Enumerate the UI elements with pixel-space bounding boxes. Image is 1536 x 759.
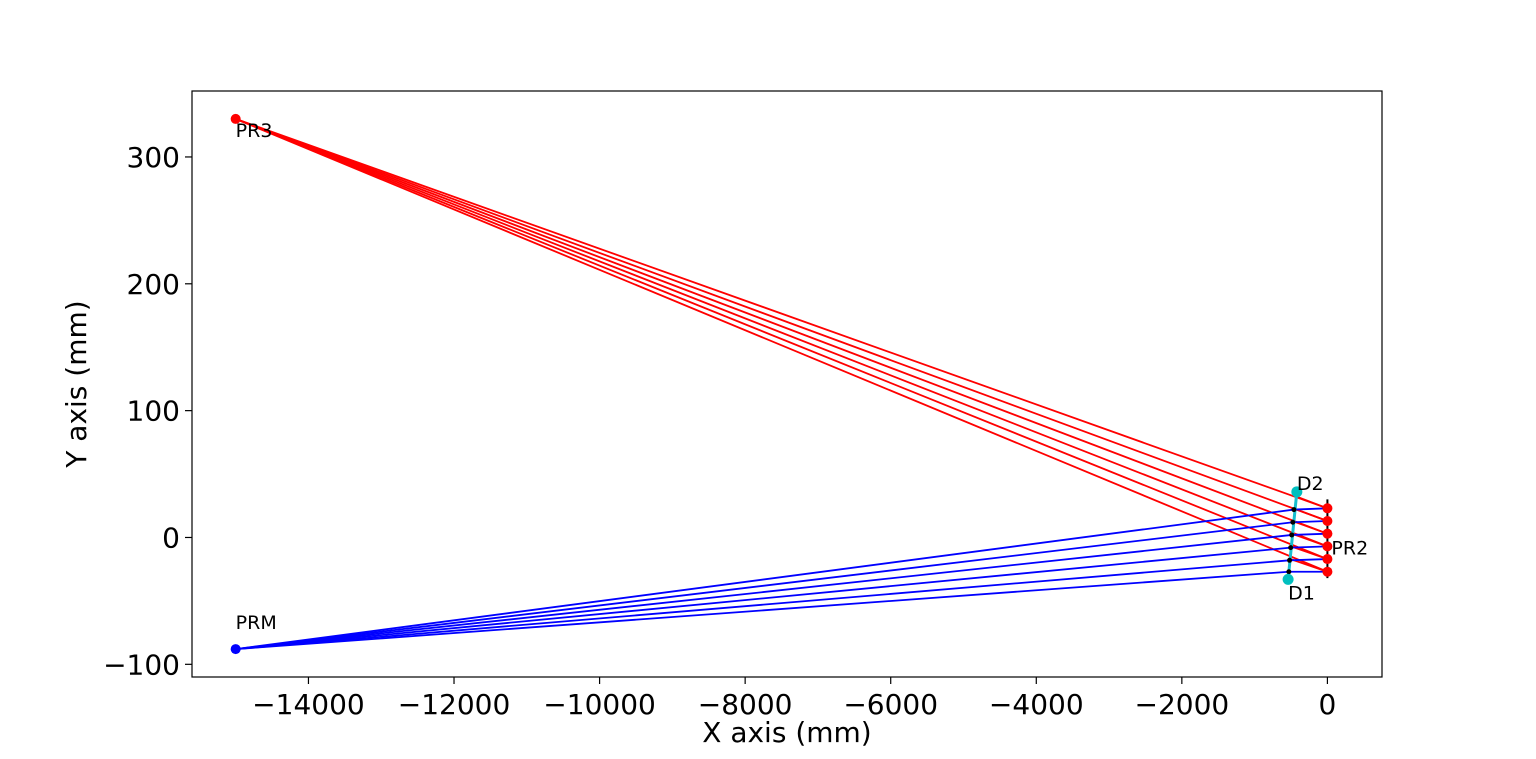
red-return-ray-5 [1290, 545, 1328, 560]
annotation-d2: D2 [1297, 473, 1324, 495]
blue-rays [235, 507, 1328, 650]
pr2-point-2 [1322, 515, 1333, 526]
prm-point [230, 644, 241, 655]
d2-point [1291, 486, 1303, 498]
annotation-pr2: PR2 [1331, 537, 1368, 559]
red-ray-6 [235, 118, 1328, 573]
y-tick-label: 200 [127, 268, 180, 301]
x-tick-label: −12000 [398, 688, 511, 721]
annotation-pr3: PR3 [236, 120, 273, 142]
x-tick-label: −4000 [989, 688, 1084, 721]
blue-ray-segment-3 [1291, 532, 1328, 536]
blue-ray-segment-5 [1289, 558, 1328, 562]
blue-ray-4 [235, 546, 1291, 650]
detector-hit-4 [1288, 545, 1294, 551]
red-ray-3 [235, 118, 1328, 535]
blue-ray-segment-4 [1290, 545, 1328, 549]
x-tick-label: −2000 [1134, 688, 1229, 721]
blue-ray-5 [235, 559, 1290, 650]
y-tick-label: 0 [162, 521, 180, 554]
blue-ray-2 [235, 521, 1293, 650]
axes: −14000 −12000 −10000 −8000 −6000 −4000 −2000 0 −… [103, 90, 1383, 721]
detector-hit-5 [1287, 557, 1293, 563]
red-return-ray-6 [1290, 558, 1328, 573]
pr2-point-6 [1322, 566, 1333, 577]
detector-hit-2 [1290, 519, 1296, 525]
annotation-prm: PRM [236, 612, 277, 634]
y-tick-label: 100 [127, 395, 180, 428]
red-ray-5 [235, 118, 1328, 560]
x-tick-label: −8000 [698, 688, 793, 721]
red-return-ray-4 [1291, 532, 1328, 548]
x-tick-label: 0 [1318, 688, 1336, 721]
annotation-d1: D1 [1288, 582, 1315, 604]
red-return-ray-3 [1292, 520, 1328, 535]
red-rays [235, 118, 1328, 573]
y-axis-label: Y axis (mm) [60, 300, 93, 468]
x-tick-label: −6000 [843, 688, 938, 721]
pr3-point [230, 113, 241, 124]
pr2-point-5 [1322, 554, 1333, 565]
red-ray-1 [235, 118, 1328, 510]
red-return-ray-2 [1292, 507, 1328, 522]
pr2-point-1 [1322, 503, 1333, 514]
blue-ray-3 [235, 534, 1292, 650]
x-tick-label: −10000 [543, 688, 656, 721]
blue-ray-segment-1 [1293, 507, 1328, 511]
y-tick-label: −100 [103, 648, 180, 681]
annotations: PR3 PRM D2 D1 PR2 [236, 120, 1368, 634]
d1-point [1282, 573, 1294, 585]
y-tick-label: 300 [127, 141, 180, 174]
detector-hit-6 [1286, 569, 1292, 575]
red-ray-4 [235, 118, 1328, 548]
blue-ray-6 [235, 570, 1289, 650]
detector-hit-1 [1291, 507, 1297, 513]
x-axis-label: X axis (mm) [702, 716, 871, 749]
x-tick-label: −14000 [252, 688, 365, 721]
blue-ray-1 [235, 508, 1295, 650]
detector-hit-3 [1289, 532, 1295, 538]
plot-frame [191, 90, 1383, 678]
pr2-point-3 [1322, 528, 1333, 539]
red-return-ray-1 [1293, 494, 1328, 510]
blue-ray-segment-2 [1292, 520, 1328, 524]
pr2-point-4 [1322, 541, 1333, 552]
red-ray-2 [235, 118, 1328, 522]
optical-elements [230, 113, 1333, 655]
